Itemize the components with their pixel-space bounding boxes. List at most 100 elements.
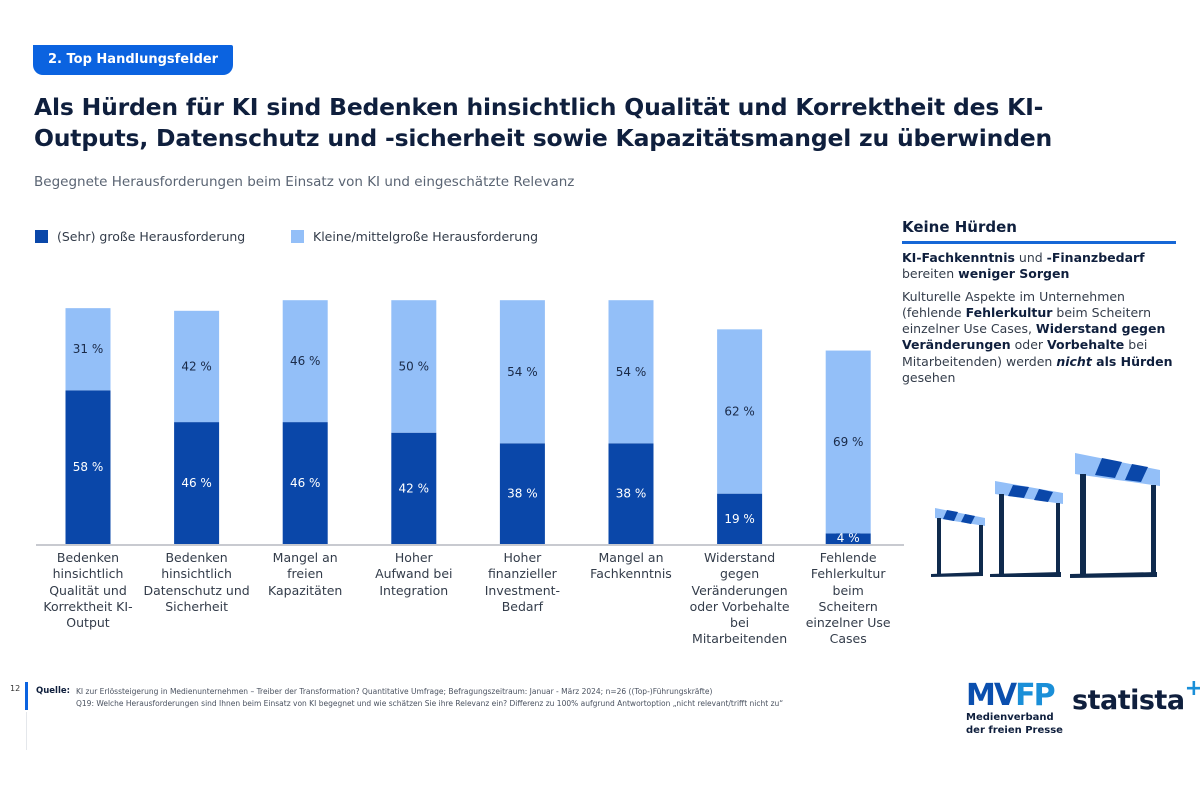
bar-segment-large-2 <box>174 422 220 544</box>
text: bereiten <box>902 266 959 282</box>
category-label-line: Veränderungen <box>691 582 788 598</box>
emph-text: Vorbehalte <box>1047 337 1125 353</box>
category-label-line: hinsichtlich <box>52 566 124 582</box>
category-label-line: Mitarbeitenden <box>692 631 788 647</box>
data-label-large-4: 42 % <box>399 481 430 495</box>
mvfp-word-a: MV <box>966 678 1017 713</box>
category-label-8: Fehlende Fehlerkultur beim Scheitern einzeln… <box>792 550 904 648</box>
category-label-6: Mangel an Fachkenntnis <box>575 550 687 583</box>
category-label-line: Sicherheit <box>165 598 228 614</box>
category-label-line: hinsichtlich <box>161 566 232 582</box>
source-label: Quelle: <box>36 686 71 696</box>
category-label-2: Bedenken hinsichtlich Datenschutz und Siche… <box>141 550 253 615</box>
mvfp-word-b: FP <box>1015 678 1056 713</box>
category-label-line: Hoher <box>503 550 542 565</box>
category-label-line: Mangel an <box>272 550 338 565</box>
bar-segment-large-6 <box>608 443 654 544</box>
footer-accent-bar <box>25 682 28 710</box>
mvfp-subline-2: der freien Presse <box>966 725 1063 736</box>
side-panel-paragraph-1: KI-Fachkenntnis und -Finanzbedarf bereit… <box>902 250 1176 283</box>
category-label-line: Aufwand bei <box>375 566 453 582</box>
legend-swatch-light <box>291 230 304 243</box>
bar-segment-large-4 <box>391 432 437 544</box>
category-label-line: Bedenken <box>165 550 228 565</box>
stacked-bar-chart: 58 % 31 % 46 % 42 % 46 % 46 % 42 % 50 % 38 % 54 %… <box>36 300 904 546</box>
category-label-5: Hoher finanzieller Investment- Bedarf <box>466 550 578 615</box>
data-label-small-6: 54 % <box>616 365 647 379</box>
category-label-line: Korrektheit KI- <box>43 598 133 614</box>
text: oder <box>1010 337 1048 353</box>
bar-segment-small-5 <box>499 300 545 444</box>
data-label-large-1: 58 % <box>73 460 104 474</box>
category-label-line: Bedenken <box>56 550 120 565</box>
data-label-large-8: 4 % <box>837 531 860 545</box>
bar-segment-large-7 <box>717 493 763 544</box>
page-number: 12 <box>10 684 21 693</box>
category-label-7: Widerstand gegen Veränderungen oder Vorbeh… <box>684 550 796 648</box>
section-tag: 2. Top Handlungsfelder <box>33 45 234 75</box>
bar-segment-small-4 <box>391 300 437 433</box>
category-label-line: einzelner Use <box>805 615 891 631</box>
bar-segment-small-1 <box>65 308 111 391</box>
footer-divider <box>26 712 27 750</box>
bar-segment-small-2 <box>174 310 220 423</box>
category-label-3: Mangel an freien Kapazitäten <box>249 550 361 599</box>
data-label-large-3: 46 % <box>290 476 321 490</box>
text: bei Mitarbeitenden) werden <box>902 337 1148 369</box>
text: gesehen <box>902 370 956 386</box>
category-label-line: Investment- <box>484 582 561 598</box>
statista-logo: statista+ <box>1072 676 1200 716</box>
data-label-small-4: 50 % <box>399 359 430 373</box>
legend-label-small: Kleine/mittelgroße Herausforderung <box>313 229 539 244</box>
category-label-line: Mangel an <box>598 550 664 565</box>
text: und <box>1014 250 1047 265</box>
legend-item-large: (Sehr) große Herausforderung <box>35 229 245 244</box>
data-label-small-3: 46 % <box>290 354 321 368</box>
legend-item-small: Kleine/mittelgroße Herausforderung <box>291 229 538 244</box>
bar-segment-large-1 <box>65 390 111 544</box>
category-label-line: Fachkenntnis <box>590 566 672 582</box>
category-label-line: Qualität und <box>49 582 127 598</box>
mvfp-subline-1: Medienverband <box>966 712 1054 723</box>
category-label-line: Kapazitäten <box>268 582 343 598</box>
bar-segment-small-7 <box>717 329 763 494</box>
category-label-line: Bedarf <box>501 598 544 614</box>
data-label-bg-8 <box>836 531 861 544</box>
category-label-4: Hoher Aufwand bei Integration <box>358 550 470 599</box>
emph-italic-text: nicht <box>1056 353 1092 369</box>
source-line-1: KI zur Erlössteigerung in Medienunterneh… <box>76 687 713 696</box>
data-label-large-7: 19 % <box>724 512 755 526</box>
category-label-line: oder Vorbehalte <box>689 598 790 614</box>
category-label-line: Cases <box>829 631 867 647</box>
category-label-line: Hoher <box>394 550 433 565</box>
category-label-line: Integration <box>379 582 449 598</box>
text: beim Scheitern einzelner Use Cases, <box>902 304 1152 337</box>
emph-text: -Finanzbedarf <box>1046 250 1145 265</box>
bar-segment-large-5 <box>499 443 545 544</box>
bar-segment-small-6 <box>608 300 654 444</box>
data-label-small-7: 62 % <box>724 405 755 419</box>
mvfp-logo: MVFP Medienverband der freien Presse <box>966 681 1063 737</box>
emph-text: KI-Fachkenntnis <box>902 250 1015 265</box>
category-label-line: Fehlerkultur <box>810 566 886 582</box>
emph-text: weniger Sorgen <box>958 266 1070 282</box>
category-label-line: Fehlende <box>819 550 877 565</box>
statista-plus-icon: + <box>1184 676 1200 701</box>
category-label-line: Output <box>66 615 110 631</box>
category-label-line: freien <box>287 566 324 582</box>
emph-text: Widerstand gegen Veränderungen <box>902 321 1166 353</box>
category-label-line: finanzieller <box>487 566 557 582</box>
bar-segment-large-3 <box>282 422 328 544</box>
data-label-small-8: 69 % <box>833 435 864 449</box>
page-title: Als Hürden für KI sind Bedenken hinsicht… <box>34 93 1053 152</box>
data-label-small-2: 42 % <box>181 359 212 373</box>
category-label-line: Datenschutz und <box>143 582 250 598</box>
side-panel: Keine Hürden KI-Fachkenntnis und -Finanz… <box>902 218 1176 386</box>
bar-segment-small-3 <box>282 300 328 423</box>
emph-text: Fehlerkultur <box>965 304 1053 320</box>
category-label-line: Scheitern <box>818 598 878 614</box>
data-label-large-5: 38 % <box>507 487 538 501</box>
mvfp-wordmark: MVFP <box>966 681 1063 711</box>
source-line-2: Q19: Welche Herausforderungen sind Ihnen… <box>76 699 784 708</box>
category-label-line: bei <box>730 615 750 631</box>
